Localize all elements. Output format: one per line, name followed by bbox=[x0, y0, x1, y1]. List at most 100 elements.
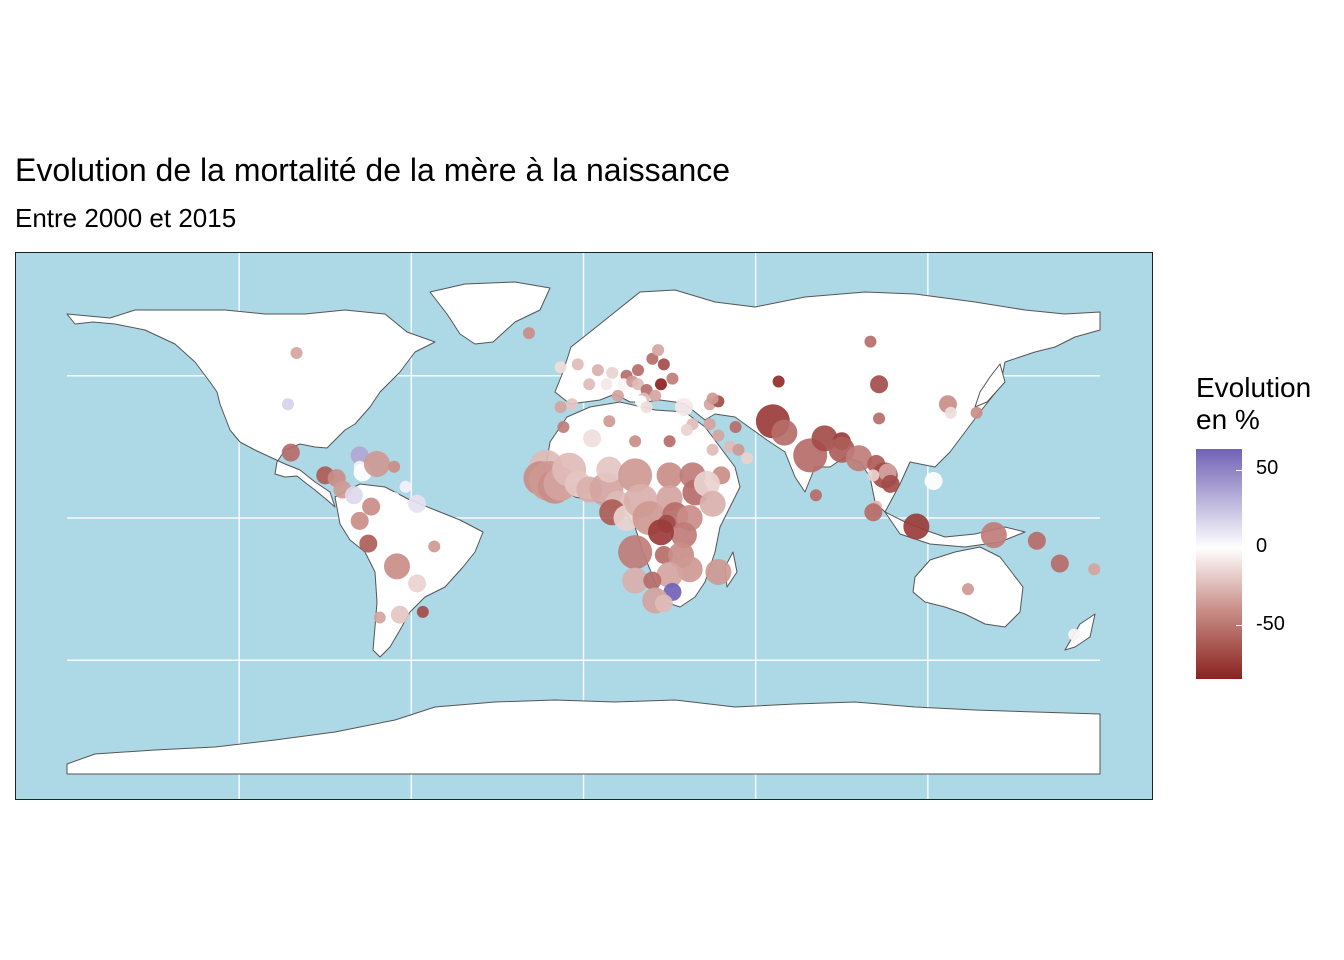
legend-colorbar bbox=[1196, 449, 1242, 679]
country-bubble bbox=[652, 344, 665, 357]
country-bubble bbox=[867, 469, 880, 482]
country-bubble bbox=[647, 519, 674, 546]
legend-tick-0 bbox=[1236, 547, 1242, 548]
country-bubble bbox=[399, 480, 412, 493]
country-bubble bbox=[873, 412, 886, 425]
country-bubble bbox=[654, 594, 673, 613]
country-bubble bbox=[881, 474, 900, 493]
country-bubble bbox=[1027, 531, 1046, 550]
country-bubble bbox=[373, 611, 386, 624]
new-zealand-landmass bbox=[1064, 613, 1096, 651]
country-bubble bbox=[646, 352, 659, 365]
country-bubble bbox=[557, 420, 570, 433]
country-bubble bbox=[1088, 563, 1101, 576]
country-bubble bbox=[706, 443, 719, 456]
country-bubble bbox=[656, 561, 683, 588]
country-bubble bbox=[674, 398, 693, 417]
country-bubble bbox=[591, 364, 604, 377]
country-bubble bbox=[670, 522, 697, 549]
country-bubble bbox=[390, 605, 409, 624]
country-bubble bbox=[629, 435, 642, 448]
legend-title: Evolution en % bbox=[1196, 372, 1311, 436]
country-bubble bbox=[416, 605, 429, 618]
panel-frame bbox=[15, 252, 1153, 800]
country-bubble bbox=[903, 513, 930, 540]
country-bubble bbox=[703, 418, 716, 431]
country-bubble bbox=[712, 429, 725, 442]
country-bubble bbox=[980, 522, 1007, 549]
country-bubble bbox=[344, 486, 363, 505]
country-bubble bbox=[632, 364, 645, 377]
country-bubble bbox=[408, 574, 427, 593]
country-bubble bbox=[699, 490, 726, 517]
country-bubble bbox=[962, 583, 975, 596]
country-bubble bbox=[649, 389, 662, 402]
country-bubble bbox=[706, 392, 719, 405]
country-bubble bbox=[408, 494, 427, 513]
country-bubble bbox=[554, 401, 567, 414]
country-bubble bbox=[566, 398, 579, 411]
country-bubble bbox=[606, 366, 619, 379]
country-bubble bbox=[870, 375, 889, 394]
country-bubble bbox=[388, 492, 401, 505]
legend-tick-50 bbox=[1236, 470, 1242, 471]
greenland-landmass bbox=[429, 281, 551, 345]
country-bubble bbox=[618, 535, 653, 570]
country-bubble bbox=[924, 472, 943, 491]
country-bubble bbox=[654, 378, 667, 391]
legend-tick-label-0: 0 bbox=[1256, 535, 1268, 557]
country-bubble bbox=[611, 389, 624, 402]
legend-tick-minus-50 bbox=[1236, 625, 1242, 626]
chart-title: Evolution de la mortalité de la mère à l… bbox=[15, 152, 731, 188]
country-bubble bbox=[618, 458, 653, 493]
country-bubble bbox=[680, 423, 693, 436]
country-bubble bbox=[693, 470, 720, 497]
legend-title-line-2: en % bbox=[1196, 404, 1260, 435]
country-bubble bbox=[428, 540, 441, 553]
country-bubble bbox=[666, 372, 679, 385]
country-bubble bbox=[640, 401, 653, 414]
country-bubble bbox=[845, 445, 872, 472]
country-bubble bbox=[362, 497, 381, 516]
country-bubble bbox=[622, 567, 649, 594]
country-bubble bbox=[654, 545, 673, 564]
country-bubble bbox=[643, 571, 662, 590]
country-bubble bbox=[864, 335, 877, 348]
country-bubble bbox=[583, 378, 596, 391]
country-bubble bbox=[281, 398, 294, 411]
country-bubble bbox=[705, 559, 732, 586]
map-panel bbox=[15, 252, 1153, 800]
country-bubble bbox=[864, 503, 883, 522]
country-bubble bbox=[732, 443, 745, 456]
country-bubble bbox=[571, 358, 584, 371]
country-bubble bbox=[583, 429, 602, 448]
country-bubble bbox=[729, 420, 742, 433]
country-bubble bbox=[290, 347, 303, 360]
country-bubble bbox=[603, 415, 616, 428]
country-bubble bbox=[657, 358, 670, 371]
country-bubble bbox=[359, 534, 378, 553]
country-bubble bbox=[554, 361, 567, 374]
japan-landmass bbox=[974, 363, 1006, 408]
country-bubble bbox=[388, 460, 401, 473]
country-bubble bbox=[632, 378, 645, 391]
country-bubble bbox=[741, 452, 754, 465]
legend-tick-label-50: 50 bbox=[1256, 457, 1279, 479]
country-bubble bbox=[383, 553, 410, 580]
north-america-landmass bbox=[66, 309, 436, 508]
legend-title-line-1: Evolution bbox=[1196, 372, 1312, 403]
country-bubble bbox=[656, 462, 683, 489]
country-bubble bbox=[970, 406, 983, 419]
country-bubble bbox=[281, 443, 300, 462]
country-bubble bbox=[809, 489, 822, 502]
legend-tick-label-minus-50: -50 bbox=[1256, 613, 1285, 635]
chart-subtitle: Entre 2000 et 2015 bbox=[15, 203, 237, 233]
country-bubble bbox=[663, 435, 676, 448]
country-bubble bbox=[522, 327, 535, 340]
country-bubble bbox=[1050, 554, 1069, 573]
country-bubble bbox=[350, 446, 369, 465]
country-bubble bbox=[676, 556, 703, 583]
country-bubble bbox=[944, 406, 957, 419]
country-bubble bbox=[363, 450, 390, 477]
country-bubble bbox=[350, 511, 369, 530]
